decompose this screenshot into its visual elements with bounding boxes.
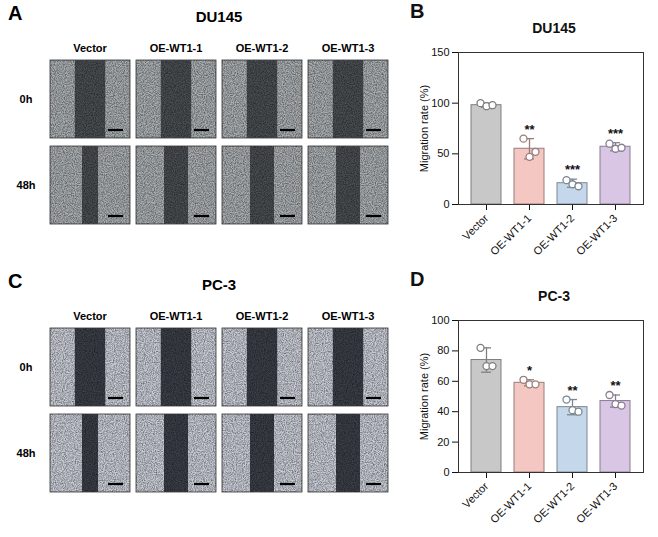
- svg-text:OE-WT1-3: OE-WT1-3: [322, 310, 375, 322]
- svg-text:Vector: Vector: [73, 42, 107, 54]
- svg-text:100: 100: [431, 314, 449, 326]
- svg-text:PC-3: PC-3: [202, 276, 236, 293]
- html-text:PC-3: PC-3: [538, 288, 570, 304]
- svg-text:Vector: Vector: [73, 310, 107, 322]
- svg-text:150: 150: [431, 46, 449, 58]
- svg-text:0: 0: [443, 466, 449, 478]
- svg-text:Vector: Vector: [460, 212, 491, 243]
- svg-text:0h: 0h: [20, 93, 33, 105]
- svg-text:48h: 48h: [17, 447, 36, 459]
- svg-text:48h: 48h: [17, 179, 36, 191]
- svg-text:*: *: [527, 363, 533, 378]
- html-text:B: B: [410, 0, 425, 22]
- svg-text:Vector: Vector: [460, 480, 491, 511]
- html-text:D: D: [410, 268, 425, 290]
- svg-text:Migration rate (%): Migration rate (%): [418, 85, 430, 172]
- svg-text:60: 60: [437, 375, 449, 387]
- svg-text:**: **: [524, 122, 535, 137]
- svg-text:OE-WT1-2: OE-WT1-2: [236, 42, 289, 54]
- svg-text:80: 80: [437, 344, 449, 356]
- svg-text:OE-WT1-1: OE-WT1-1: [150, 310, 203, 322]
- svg-text:40: 40: [437, 405, 449, 417]
- svg-text:C: C: [8, 270, 22, 292]
- svg-text:Migration rate (%): Migration rate (%): [418, 353, 430, 440]
- svg-text:OE-WT1-3: OE-WT1-3: [574, 480, 620, 526]
- svg-text:OE-WT1-1: OE-WT1-1: [488, 212, 534, 258]
- svg-text:100: 100: [431, 97, 449, 109]
- svg-text:OE-WT1-2: OE-WT1-2: [236, 310, 289, 322]
- svg-text:OE-WT1-2: OE-WT1-2: [531, 480, 577, 526]
- html-text:DU145: DU145: [532, 20, 576, 36]
- svg-text:OE-WT1-3: OE-WT1-3: [574, 212, 620, 258]
- svg-text:50: 50: [437, 147, 449, 159]
- svg-text:***: ***: [565, 162, 581, 177]
- svg-text:OE-WT1-3: OE-WT1-3: [322, 42, 375, 54]
- svg-text:OE-WT1-1: OE-WT1-1: [150, 42, 203, 54]
- svg-text:0: 0: [443, 198, 449, 210]
- svg-text:20: 20: [437, 436, 449, 448]
- svg-text:OE-WT1-2: OE-WT1-2: [531, 212, 577, 258]
- svg-text:A: A: [8, 2, 22, 24]
- svg-text:**: **: [610, 378, 621, 393]
- svg-text:DU145: DU145: [196, 8, 243, 25]
- svg-text:**: **: [567, 383, 578, 398]
- svg-text:0h: 0h: [20, 361, 33, 373]
- svg-text:OE-WT1-1: OE-WT1-1: [488, 480, 534, 526]
- svg-text:***: ***: [608, 126, 624, 141]
